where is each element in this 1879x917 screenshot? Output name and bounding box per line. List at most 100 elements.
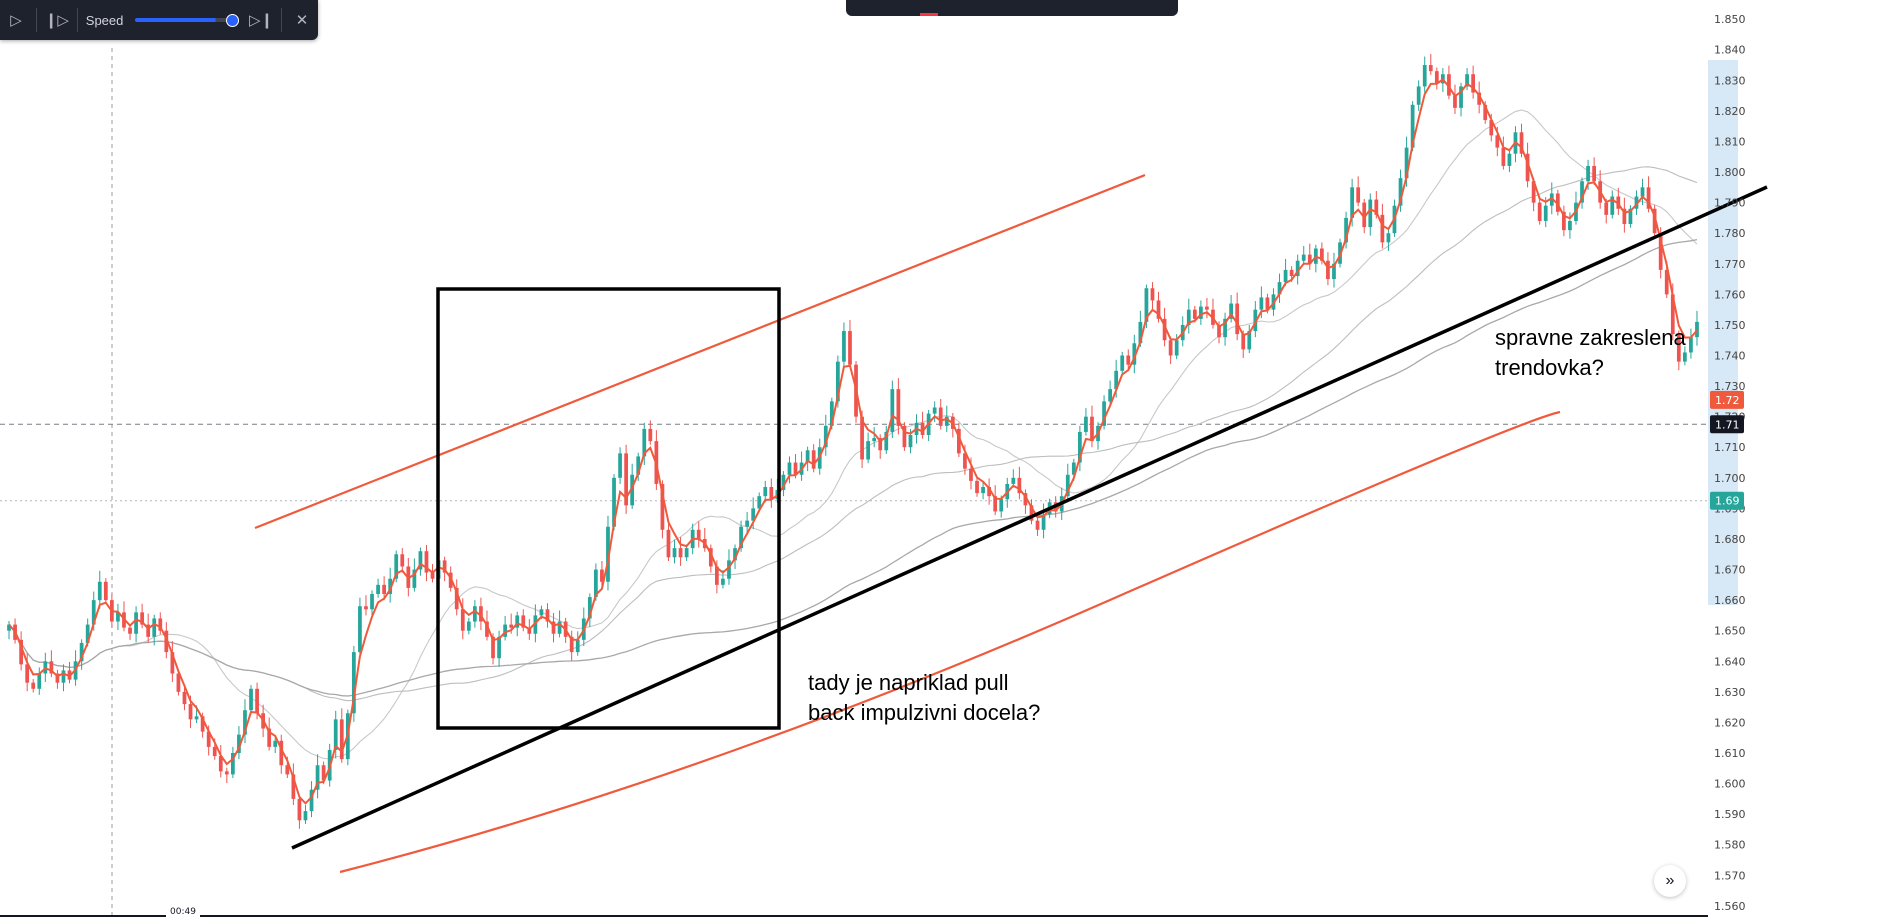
candle-body	[364, 606, 368, 610]
candle-body	[1259, 297, 1264, 310]
candle-body	[1011, 477, 1016, 484]
candle-body	[382, 584, 387, 595]
candle	[1023, 489, 1028, 514]
candle	[1156, 291, 1161, 323]
candle-body	[1241, 334, 1246, 350]
candle	[55, 669, 60, 689]
step-forward-icon[interactable]: ❙▷	[44, 12, 69, 29]
speed-slider[interactable]	[135, 14, 240, 27]
candle-body	[1489, 120, 1494, 136]
candle	[116, 603, 120, 631]
trash-icon[interactable]	[1141, 8, 1159, 16]
candle-body	[515, 615, 520, 628]
candle-body	[1398, 178, 1403, 206]
candle-body	[479, 606, 483, 622]
candle-body	[696, 529, 701, 539]
candle	[1065, 463, 1070, 500]
candle-body	[1531, 181, 1536, 203]
line-style-icon[interactable]	[919, 5, 938, 16]
candle	[237, 726, 241, 760]
candle	[309, 781, 314, 818]
candle	[636, 452, 641, 481]
candle-body	[533, 615, 538, 634]
price-label: 1.72	[1710, 390, 1744, 409]
candle	[1465, 68, 1469, 91]
double-chevron-right-icon[interactable]: »	[1654, 865, 1686, 897]
candle	[696, 521, 701, 548]
candle	[1132, 334, 1137, 374]
price-label-text: 1.71	[1715, 418, 1740, 431]
candle-body	[333, 719, 338, 750]
candle-body	[146, 624, 151, 637]
candle-body	[1186, 309, 1191, 325]
candle	[31, 679, 36, 693]
price-axis[interactable]: 1.850 1.840 1.830 1.820 1.810 1.800 1.790 1.780…	[1714, 13, 1746, 913]
candle-body	[557, 621, 562, 634]
candle-body	[829, 401, 834, 426]
candle-body	[285, 765, 290, 775]
candle-body	[418, 551, 423, 570]
candle-body	[793, 462, 798, 475]
candle	[866, 432, 871, 464]
candle	[956, 422, 961, 458]
jump-to-realtime-icon[interactable]: ▷❙	[249, 12, 274, 29]
candle	[1555, 189, 1560, 216]
candle-body	[938, 407, 943, 426]
price-tick-label: 1.730	[1714, 380, 1746, 393]
candle-body	[1253, 309, 1258, 332]
candle-body	[890, 389, 895, 432]
price-tick-label: 1.660	[1714, 594, 1746, 607]
channel-lower-line	[339, 410, 1561, 874]
candle	[394, 550, 399, 583]
candle-body	[351, 652, 356, 714]
candle	[920, 411, 925, 439]
play-icon[interactable]: ▷	[10, 12, 22, 29]
candle	[1434, 67, 1439, 90]
lock-icon[interactable]	[1086, 8, 1104, 16]
candle-body	[49, 661, 54, 674]
candle	[781, 471, 786, 497]
candle	[1077, 425, 1082, 472]
candle	[503, 616, 508, 641]
candle	[1689, 328, 1693, 359]
price-label-text: 1.69	[1715, 495, 1740, 508]
candle-body	[1126, 355, 1131, 365]
settings-icon[interactable]	[1031, 8, 1049, 16]
candle	[932, 401, 937, 423]
indicator-icon[interactable]	[975, 8, 993, 16]
candle-body	[279, 740, 284, 766]
price-tick-label: 1.850	[1714, 13, 1746, 26]
candle-body	[1198, 306, 1203, 319]
candle	[1386, 229, 1391, 251]
candle-body	[642, 428, 647, 457]
candle	[618, 447, 622, 484]
candle-body	[1422, 65, 1427, 87]
candle	[376, 578, 380, 598]
close-icon[interactable]: ✕	[295, 12, 309, 29]
candle-body	[908, 435, 913, 448]
candle-body	[593, 569, 598, 598]
speed-slider-knob[interactable]	[226, 14, 240, 27]
candle-body	[158, 618, 163, 631]
candle-body	[618, 453, 622, 478]
candle-body	[297, 798, 302, 821]
price-curve	[8, 78, 1698, 805]
candle	[805, 446, 810, 472]
candle	[1168, 336, 1173, 365]
candle	[1422, 56, 1427, 96]
candle-body	[321, 765, 326, 781]
timeframe-icon[interactable]	[865, 8, 883, 16]
candle	[1610, 190, 1615, 219]
candle	[97, 570, 102, 609]
candle-body	[1265, 297, 1270, 310]
price-tick-label: 1.800	[1714, 166, 1746, 179]
candle-body	[763, 486, 768, 497]
candle-body	[1350, 187, 1355, 218]
separator	[76, 8, 78, 32]
candle-body	[527, 627, 532, 634]
candle-body	[1247, 331, 1252, 350]
candle-body	[237, 734, 241, 754]
candle-body	[1580, 181, 1584, 203]
candle	[1453, 84, 1457, 114]
